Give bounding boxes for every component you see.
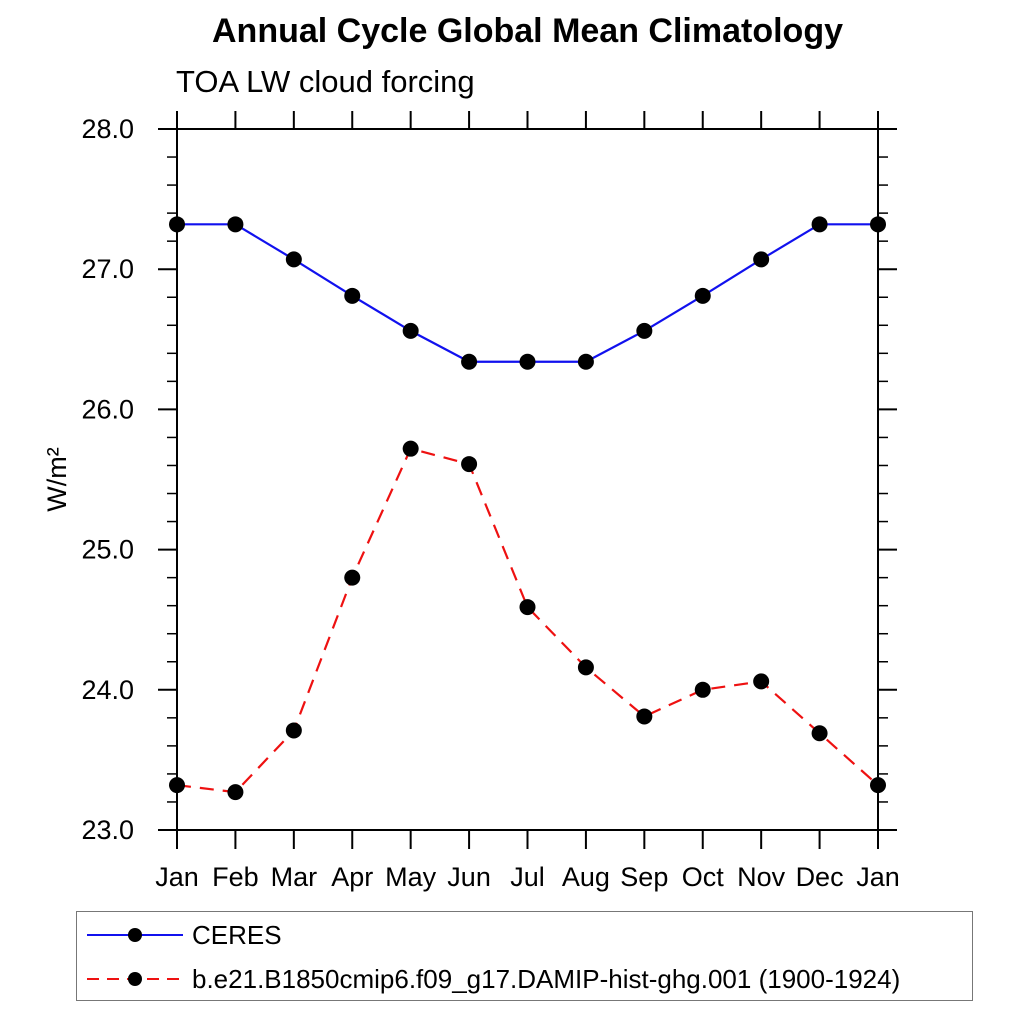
- data-point-marker: [461, 456, 478, 473]
- data-point-marker: [285, 722, 302, 739]
- plot-frame: [176, 128, 879, 831]
- data-point-marker: [694, 287, 711, 304]
- x-axis-tick-label: Apr: [331, 862, 373, 892]
- page-title: Annual Cycle Global Mean Climatology: [212, 12, 843, 50]
- data-point-marker: [577, 659, 594, 676]
- x-axis-tick-label: Jan: [155, 862, 199, 892]
- data-point-marker: [461, 353, 478, 370]
- data-point-marker: [870, 777, 886, 794]
- data-point-marker: [285, 251, 302, 268]
- data-point-marker: [753, 673, 770, 690]
- data-point-marker: [402, 440, 419, 457]
- data-point-marker: [519, 599, 536, 616]
- data-point-marker: [811, 725, 828, 742]
- y-axis-tick-label: 26.0: [81, 394, 134, 424]
- x-axis-tick-label: Feb: [212, 862, 259, 892]
- legend-swatch-ceres: [87, 928, 183, 942]
- data-point-marker: [870, 216, 886, 233]
- x-axis-tick-label: Aug: [562, 862, 610, 892]
- y-axis-tick-label: 28.0: [81, 114, 134, 144]
- data-point-marker: [402, 322, 419, 339]
- data-point-marker: [577, 353, 594, 370]
- data-point-marker: [169, 216, 185, 233]
- y-axis-tick-label: 25.0: [81, 535, 134, 565]
- x-axis-tick-label: Oct: [682, 862, 725, 892]
- data-point-marker: [227, 216, 244, 233]
- x-axis-tick-label: May: [385, 862, 437, 892]
- x-axis-tick-label: Nov: [737, 862, 786, 892]
- data-point-marker: [636, 322, 653, 339]
- legend-marker-dot-icon: [128, 928, 142, 942]
- data-point-marker: [227, 784, 244, 801]
- series-line-dashed: [176, 447, 879, 794]
- legend-swatch-model: [87, 972, 183, 986]
- y-axis-title: W/m²: [42, 447, 72, 511]
- data-point-marker: [694, 681, 711, 698]
- y-axis-tick-label: 23.0: [81, 815, 134, 845]
- data-point-marker: [519, 353, 536, 370]
- legend-row-ceres: CERES: [77, 919, 282, 950]
- data-point-marker: [344, 569, 361, 586]
- legend-row-model: b.e21.B1850cmip6.f09_g17.DAMIP-hist-ghg.…: [77, 963, 901, 994]
- x-axis-tick-label: Jul: [510, 862, 545, 892]
- y-axis-tick-label: 27.0: [81, 254, 134, 284]
- legend-box: CERES b.e21.B1850cmip6.f09_g17.DAMIP-his…: [76, 911, 973, 1001]
- x-axis-tick-label: Sep: [620, 862, 668, 892]
- x-axis-tick-label: Jan: [856, 862, 900, 892]
- data-point-marker: [636, 708, 653, 725]
- data-point-marker: [169, 777, 185, 794]
- x-axis-tick-label: Mar: [271, 862, 318, 892]
- chart-subtitle: TOA LW cloud forcing: [176, 64, 475, 99]
- x-axis-tick-label: Jun: [447, 862, 491, 892]
- y-axis-tick-label: 24.0: [81, 675, 134, 705]
- legend-label-ceres: CERES: [192, 919, 282, 950]
- x-axis-tick-label: Dec: [796, 862, 844, 892]
- legend-marker-dot-icon: [128, 972, 142, 986]
- data-point-marker: [344, 287, 361, 304]
- legend-label-model: b.e21.B1850cmip6.f09_g17.DAMIP-hist-ghg.…: [192, 963, 901, 994]
- series-line-solid: [177, 223, 878, 363]
- data-point-marker: [753, 251, 770, 268]
- data-point-marker: [811, 216, 828, 233]
